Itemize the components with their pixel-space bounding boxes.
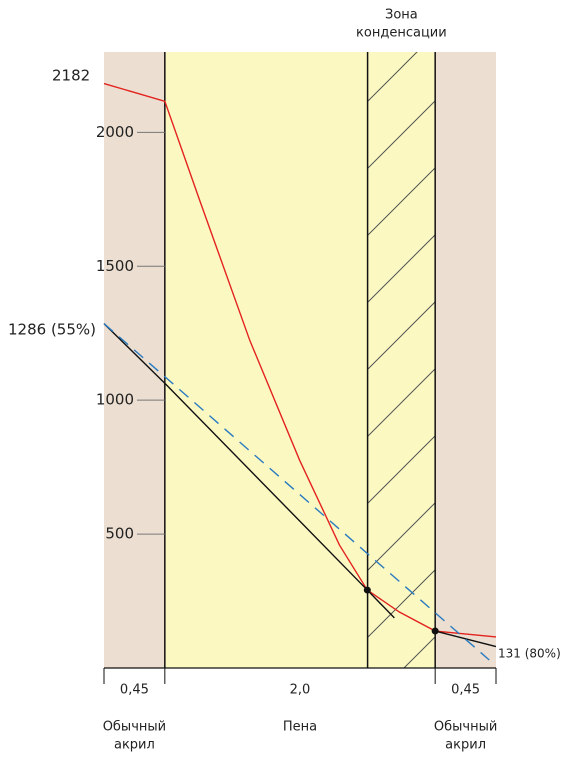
y-tick-label: 1000: [96, 391, 134, 409]
zone-label: конденсации: [356, 26, 447, 41]
plot: 500 1000 1500 2000: [96, 82, 497, 661]
condensation-zone: [367, 52, 436, 668]
layer: [435, 52, 496, 668]
annotation: 1286 (55%): [8, 321, 96, 339]
zone-label: Зона: [385, 8, 418, 23]
layer-name: акрил: [114, 738, 155, 753]
y-tick-label: 2000: [96, 123, 134, 141]
layer-name: Пена: [283, 720, 317, 735]
layer-thickness: 2,0: [290, 683, 311, 698]
layer-thickness: 0,45: [451, 683, 480, 698]
layer-name: акрил: [445, 738, 486, 753]
layer: [104, 52, 165, 668]
point: [431, 627, 439, 635]
layer-name: Обычный: [103, 720, 166, 735]
series-line: [103, 323, 490, 661]
annotation: 2182: [52, 67, 90, 85]
series-line: [103, 82, 497, 638]
layer-name: Обычный: [434, 720, 497, 735]
y-tick-label: 1500: [96, 257, 134, 275]
y-tick-label: 500: [105, 525, 134, 543]
series-line: [103, 323, 395, 619]
layer-thickness: 0,45: [120, 683, 149, 698]
annotation: 131 (80%): [498, 647, 561, 661]
layers: 0,45 Обычный акрил 2,0 Пена 0,45 Обычный акрил З…: [103, 8, 498, 753]
point: [363, 586, 371, 594]
series-line: [434, 630, 497, 648]
